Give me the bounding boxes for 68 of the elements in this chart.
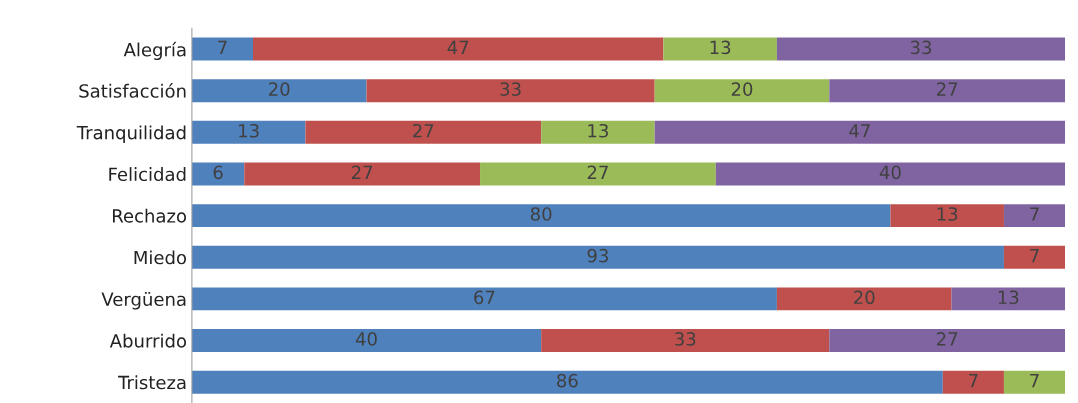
bar: [480, 162, 716, 186]
bar: [663, 37, 777, 61]
bar: [191, 287, 777, 311]
data-label: 40: [355, 332, 377, 346]
bar: [191, 245, 1004, 269]
data-label: 33: [910, 40, 932, 55]
data-label: 7: [1030, 207, 1039, 221]
data-label: 27: [587, 165, 608, 179]
data-label: 40: [879, 165, 901, 180]
y-tick-label: Felicidad: [109, 167, 186, 182]
bar: [942, 370, 1004, 394]
data-label: 13: [588, 123, 608, 138]
y-tick-label: Rechazo: [112, 208, 187, 223]
data-label: 33: [675, 332, 696, 346]
data-label: 13: [998, 290, 1019, 305]
bar: [829, 79, 1066, 103]
y-tick-label: Miedo: [134, 250, 187, 265]
data-label: 80: [530, 207, 552, 221]
data-label: 27: [937, 332, 958, 346]
data-label: 7: [969, 374, 978, 388]
bar: [191, 120, 306, 144]
y-tick-label: Vergüena: [101, 292, 186, 310]
bar: [1003, 245, 1066, 269]
data-label: 20: [731, 82, 753, 96]
data-label: 47: [849, 124, 870, 138]
data-label: 86: [557, 373, 578, 388]
bar: [776, 287, 952, 311]
bar: [305, 120, 542, 144]
y-tick-label: Satisfacción: [79, 83, 186, 98]
data-label: 6: [213, 165, 223, 180]
data-label: 67: [474, 290, 495, 305]
data-label: 13: [239, 123, 259, 138]
bar: [366, 79, 655, 103]
y-tick-label: Tristeza: [118, 375, 186, 390]
bar: [715, 162, 1066, 186]
data-label: 47: [447, 40, 469, 55]
data-label: 27: [413, 123, 434, 138]
data-label: 7: [1030, 374, 1039, 388]
bar: [654, 120, 1066, 144]
data-label: 27: [351, 165, 373, 179]
y-tick-label: Alegría: [123, 41, 186, 61]
bar: [244, 162, 481, 186]
data-label: 7: [218, 40, 227, 55]
bar: [191, 329, 542, 352]
data-label: 27: [937, 82, 958, 96]
bar: [191, 79, 367, 103]
bar: [1003, 370, 1066, 394]
bar: [191, 37, 254, 61]
bar: [253, 37, 664, 61]
y-tick-label: Aburrido: [109, 333, 187, 348]
data-label: 20: [854, 290, 875, 305]
bar: [890, 204, 1004, 228]
bar: [1003, 204, 1066, 228]
bar: [654, 79, 830, 103]
bar: [951, 287, 1066, 311]
data-label: 7: [1030, 249, 1039, 263]
bar: [541, 120, 655, 144]
data-label: 20: [269, 82, 290, 96]
data-label: 13: [937, 207, 958, 221]
data-label: 33: [500, 82, 521, 96]
bar: [829, 329, 1066, 352]
bar: [776, 37, 1066, 61]
bar: [191, 204, 891, 228]
data-label: 13: [710, 40, 731, 55]
bar: [541, 329, 830, 352]
y-tick-label: Tranquilidad: [76, 125, 186, 143]
data-label: 93: [587, 248, 608, 263]
bar: [191, 370, 943, 394]
